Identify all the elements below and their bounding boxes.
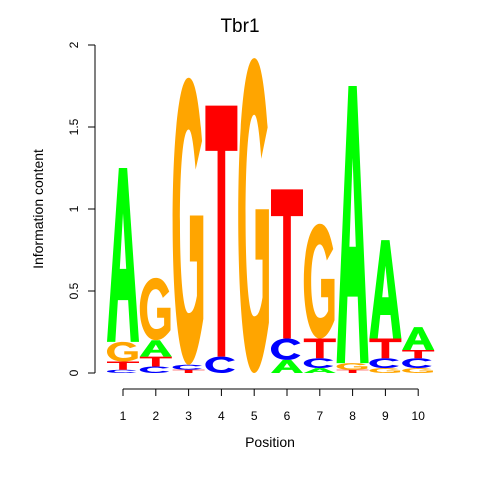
logo-column-5 [238,58,269,374]
x-tick-label: 4 [218,409,225,423]
letter-t-pos-1 [107,361,139,370]
letter-t-pos-3 [172,369,205,373]
letter-t-pos-8 [336,369,369,373]
y-tick-label: 0.5 [67,282,81,299]
y-tick-label: 1 [67,205,81,212]
y-tick-label: 2 [67,41,81,48]
letter-a-pos-10 [402,327,435,351]
letter-g-pos-8 [336,363,368,370]
letter-c-pos-9 [369,358,399,369]
x-tick-label: 10 [412,409,426,423]
x-tick-label: 3 [185,409,192,423]
letter-c-pos-2 [139,366,170,373]
y-tick-label: 1.5 [67,118,81,135]
letter-t-pos-2 [139,356,172,367]
logo-column-3 [172,77,205,373]
chart-title: Tbr1 [220,16,259,37]
letter-t-pos-6 [271,189,303,339]
logo-column-8 [336,86,369,373]
letter-g-pos-2 [139,277,171,341]
letter-a-pos-2 [139,340,172,357]
x-tick-label: 6 [284,409,291,423]
x-tick-label: 9 [382,409,389,423]
logo-column-10 [402,327,435,373]
y-axis: 0 0.5 1 1.5 2 [67,41,96,376]
logo-column-6 [271,189,303,373]
letter-a-pos-7 [303,368,336,373]
plot-area [107,58,435,374]
x-axis: 1 2 3 4 5 6 7 8 9 10 [120,388,426,423]
x-tick-label: 2 [152,409,159,423]
letter-c-pos-1 [107,369,137,373]
letter-g-pos-10 [402,368,433,373]
letter-g-pos-5 [238,58,269,374]
x-axis-label: Position [245,434,295,450]
y-tick-label: 0 [67,369,81,376]
logo-column-4 [205,105,238,373]
logo-column-9 [369,240,402,373]
x-tick-label: 1 [120,409,127,423]
letter-t-pos-7 [303,338,336,359]
y-axis-label: Information content [30,149,46,269]
letter-c-pos-6 [271,338,301,360]
logo-column-2 [139,277,172,373]
letter-g-pos-3 [172,77,204,365]
letter-g-pos-9 [369,368,401,373]
letter-c-pos-3 [172,364,203,370]
letter-t-pos-4 [205,105,238,357]
logo-column-7 [303,223,336,373]
logo-column-1 [107,168,139,373]
x-tick-label: 5 [251,409,258,423]
letter-c-pos-10 [402,358,432,369]
letter-g-pos-1 [107,341,138,362]
letter-c-pos-4 [205,356,235,373]
letter-a-pos-8 [336,86,369,364]
letter-c-pos-7 [303,358,334,369]
letter-a-pos-9 [369,240,402,339]
letter-t-pos-9 [369,338,402,359]
letter-a-pos-1 [107,168,139,342]
letter-g-pos-7 [303,223,335,339]
x-tick-label: 7 [316,409,323,423]
letter-t-pos-10 [402,350,435,359]
letter-a-pos-6 [271,359,303,373]
x-tick-label: 8 [349,409,356,423]
